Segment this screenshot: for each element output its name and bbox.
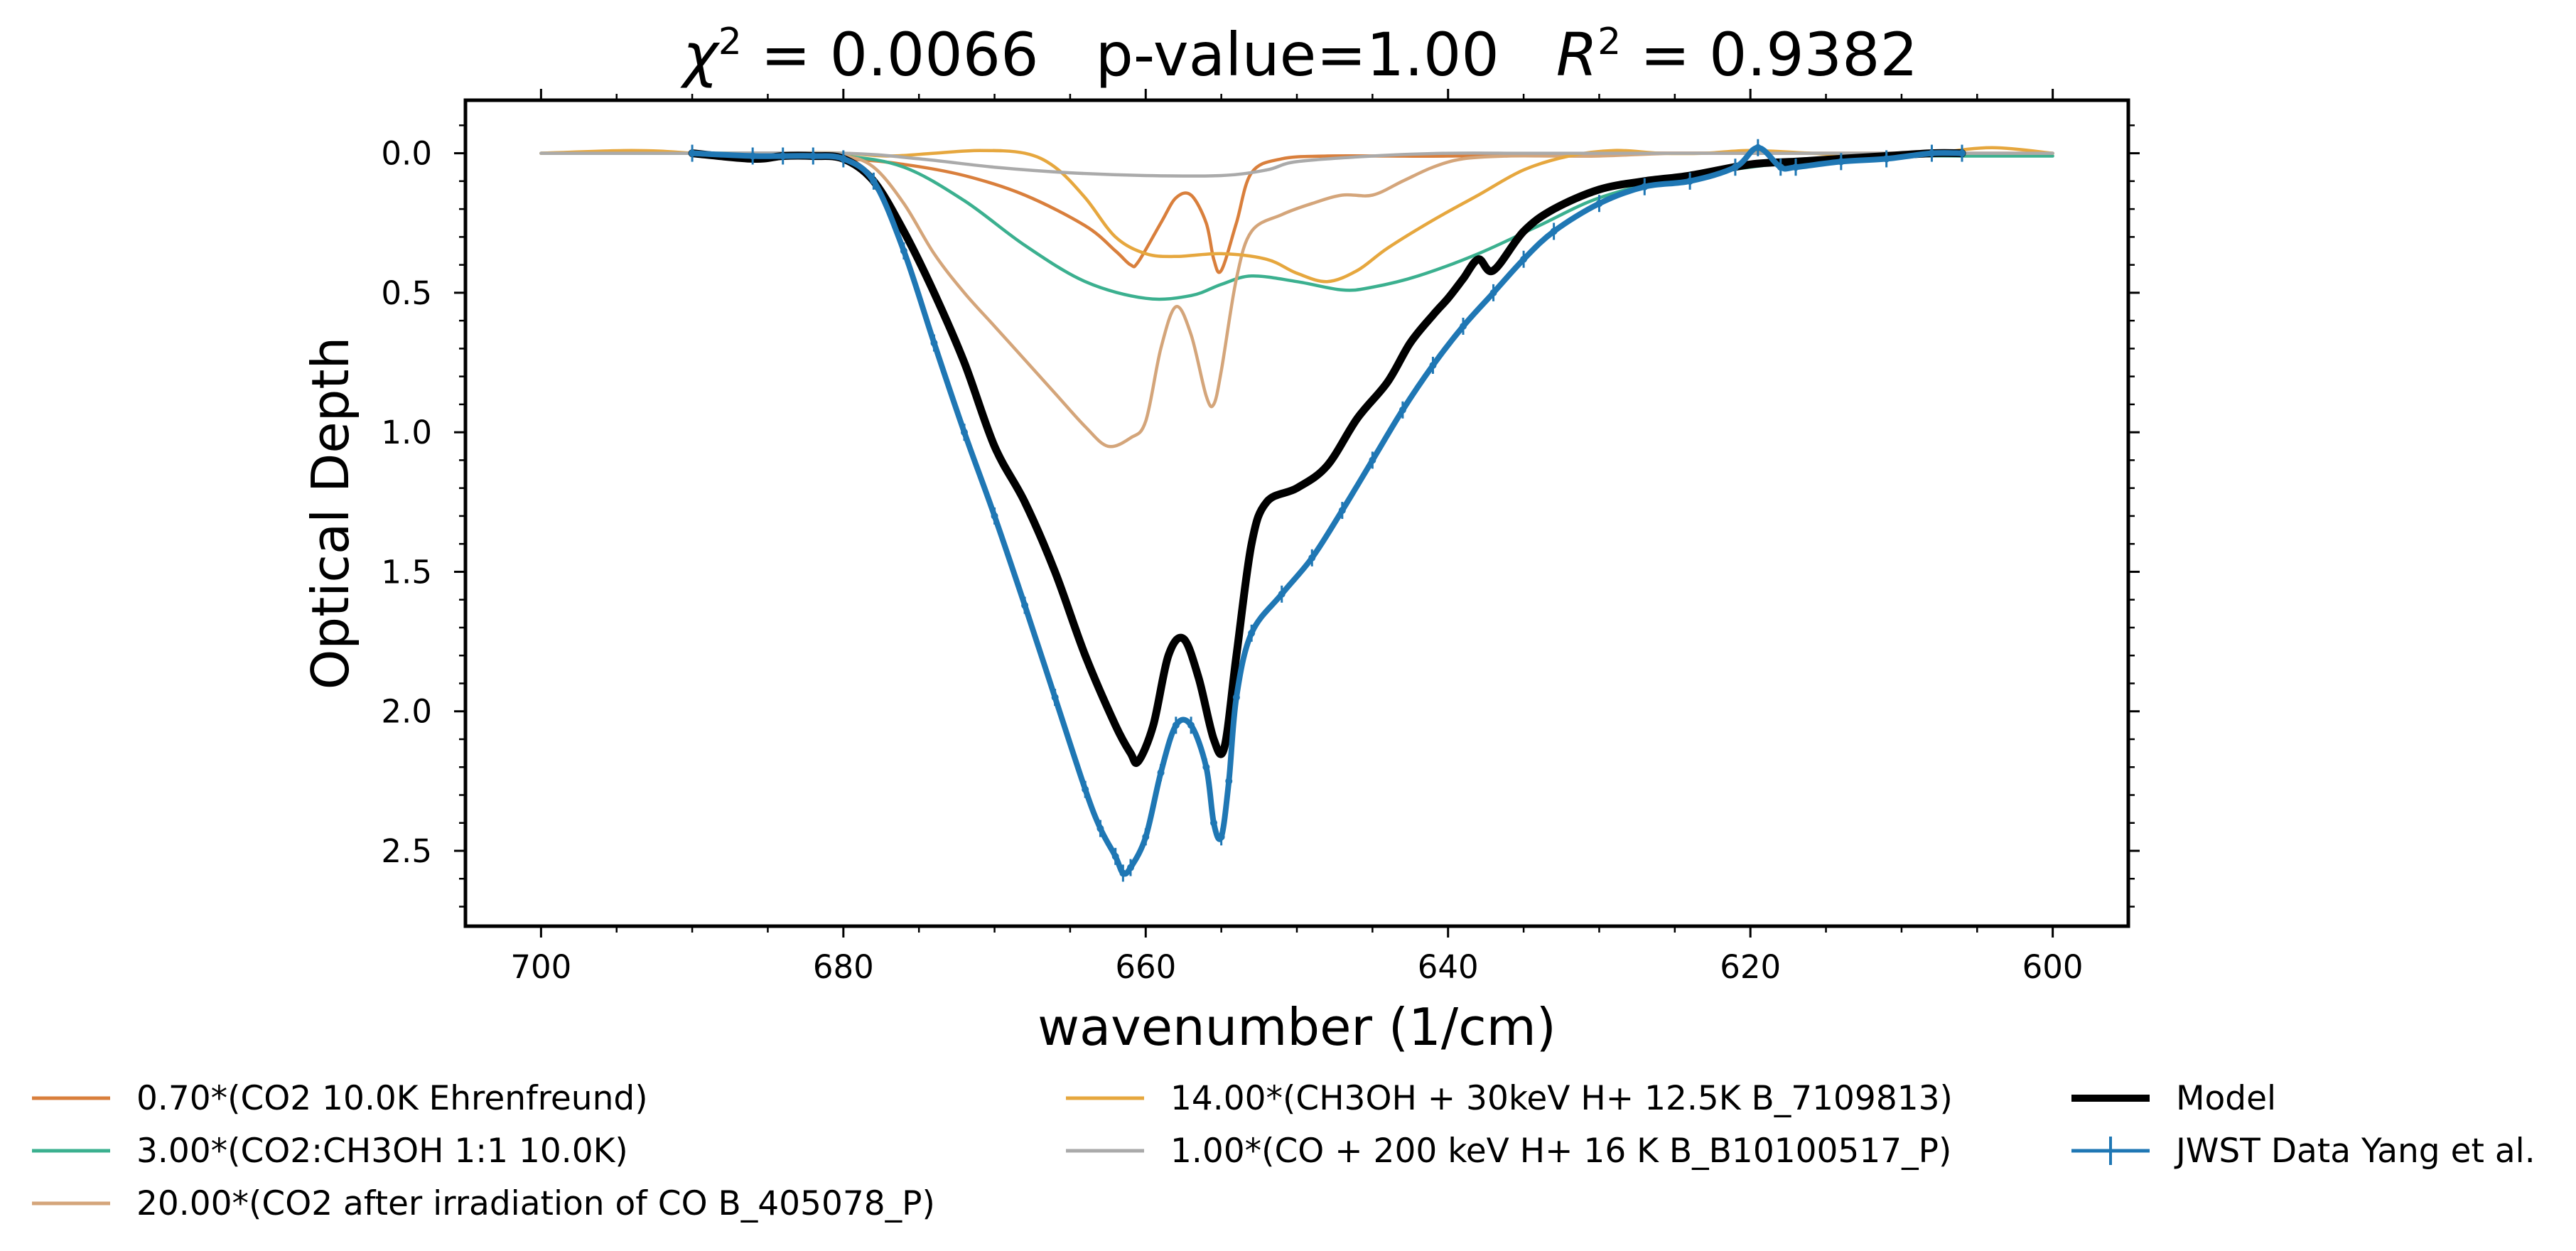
data-point <box>1489 289 1497 296</box>
data-point <box>1142 833 1150 841</box>
data-point <box>1210 819 1217 827</box>
data-point <box>1308 554 1316 562</box>
series-model <box>688 149 1966 767</box>
data-point <box>1127 864 1134 871</box>
x-tick-label: 680 <box>813 948 874 986</box>
data-point <box>1754 144 1762 151</box>
legend-entry: JWST Data Yang et al. <box>2071 1132 2535 1171</box>
data-point <box>1202 763 1210 771</box>
data-point <box>749 152 757 160</box>
y-tick-label: 2.5 <box>381 832 432 870</box>
data-point <box>1111 852 1119 860</box>
series-layer <box>539 139 2054 882</box>
data-point <box>1051 694 1059 702</box>
chi2-value: 0.0066 <box>830 20 1039 90</box>
data-point <box>1460 322 1467 330</box>
plot-area <box>465 100 2128 926</box>
ticks-layer: 700 680 660 640 620 600 0.0 0.5 1.0 1.5 2.0 2.5 <box>381 89 2140 986</box>
series-20-00-co2-after-irradiation-of-co-b-405078-p <box>539 151 2054 449</box>
legend-entry: 0.70*(CO2 10.0K Ehrenfreund) <box>32 1079 648 1118</box>
data-point <box>961 429 968 436</box>
p-value: p-value=1.00 <box>1096 20 1499 90</box>
x-tick-label: 640 <box>1418 948 1479 986</box>
data-point <box>1958 149 1966 157</box>
y-tick-label: 1.0 <box>381 414 432 451</box>
data-point <box>1187 721 1195 729</box>
data-point <box>1792 163 1799 171</box>
series-jwst-data-yang-et-al <box>689 139 1966 882</box>
data-point <box>839 155 847 163</box>
data-point <box>1157 769 1165 777</box>
data-point <box>930 339 938 347</box>
data-point <box>1232 694 1240 702</box>
data-point <box>1550 227 1558 235</box>
data-point <box>900 247 907 254</box>
data-point <box>1217 833 1225 841</box>
data-point <box>1928 149 1936 157</box>
series-1-00-co-200-kev-h-16-k-b-b10100517-p <box>539 151 2054 178</box>
data-point <box>1082 785 1089 793</box>
data-point <box>809 152 817 160</box>
x-tick-label: 700 <box>510 948 571 986</box>
chart-title: χ2 = 0.0066 p-value=1.00 R2 = 0.9382 <box>680 20 1918 90</box>
legend-entry: Model <box>2071 1079 2276 1118</box>
legend-label: 3.00*(CO2:CH3OH 1:1 10.0K) <box>136 1132 628 1171</box>
data-point <box>1096 825 1104 832</box>
y-tick-label: 0.5 <box>381 274 432 312</box>
legend-label: Model <box>2176 1079 2276 1118</box>
legend-label: 20.00*(CO2 after irradiation of CO B_405… <box>136 1184 935 1223</box>
legend-entry: 20.00*(CO2 after irradiation of CO B_405… <box>32 1184 935 1223</box>
data-point <box>779 152 787 160</box>
x-tick-label: 600 <box>2022 948 2084 986</box>
data-point <box>1225 777 1233 785</box>
data-point <box>1119 869 1127 877</box>
data-point <box>1021 601 1029 609</box>
y-tick-label: 0.0 <box>381 135 432 173</box>
legend-entry: 14.00*(CH3OH + 30keV H+ 12.5K B_7109813) <box>1066 1079 1953 1118</box>
data-point <box>1369 456 1376 464</box>
data-point <box>870 177 878 185</box>
data-point <box>1172 721 1180 729</box>
data-point <box>1429 361 1437 369</box>
y-tick-label: 1.5 <box>381 553 432 591</box>
data-point <box>1520 255 1528 263</box>
data-point <box>1338 507 1346 515</box>
data-point <box>1837 158 1845 166</box>
data-point <box>991 512 998 520</box>
legend-label: JWST Data Yang et al. <box>2174 1132 2535 1171</box>
data-point <box>1399 406 1406 414</box>
r2-value: 0.9382 <box>1709 20 1918 90</box>
data-point <box>1595 200 1603 208</box>
data-point <box>1731 163 1739 171</box>
x-axis-label: wavenumber (1/cm) <box>1038 997 1556 1057</box>
legend-entry: 1.00*(CO + 200 keV H+ 16 K B_B10100517_P… <box>1066 1132 1951 1171</box>
data-point <box>689 149 696 157</box>
data-point <box>1777 163 1784 171</box>
y-axis-label: Optical Depth <box>301 337 360 690</box>
data-point <box>1278 590 1286 598</box>
data-point <box>1882 155 1890 163</box>
x-tick-label: 660 <box>1115 948 1176 986</box>
data-point <box>1686 177 1694 185</box>
data-point <box>1641 183 1649 190</box>
data-point <box>1248 629 1256 637</box>
legend-label: 14.00*(CH3OH + 30keV H+ 12.5K B_7109813) <box>1170 1079 1953 1118</box>
legend-entry: 3.00*(CO2:CH3OH 1:1 10.0K) <box>32 1132 628 1171</box>
legend-label: 0.70*(CO2 10.0K Ehrenfreund) <box>136 1079 648 1118</box>
x-tick-label: 620 <box>1720 948 1781 986</box>
y-tick-label: 2.0 <box>381 693 432 731</box>
legend: 0.70*(CO2 10.0K Ehrenfreund) 3.00*(CO2:CH… <box>32 1079 2535 1223</box>
legend-label: 1.00*(CO + 200 keV H+ 16 K B_B10100517_P… <box>1170 1132 1951 1171</box>
